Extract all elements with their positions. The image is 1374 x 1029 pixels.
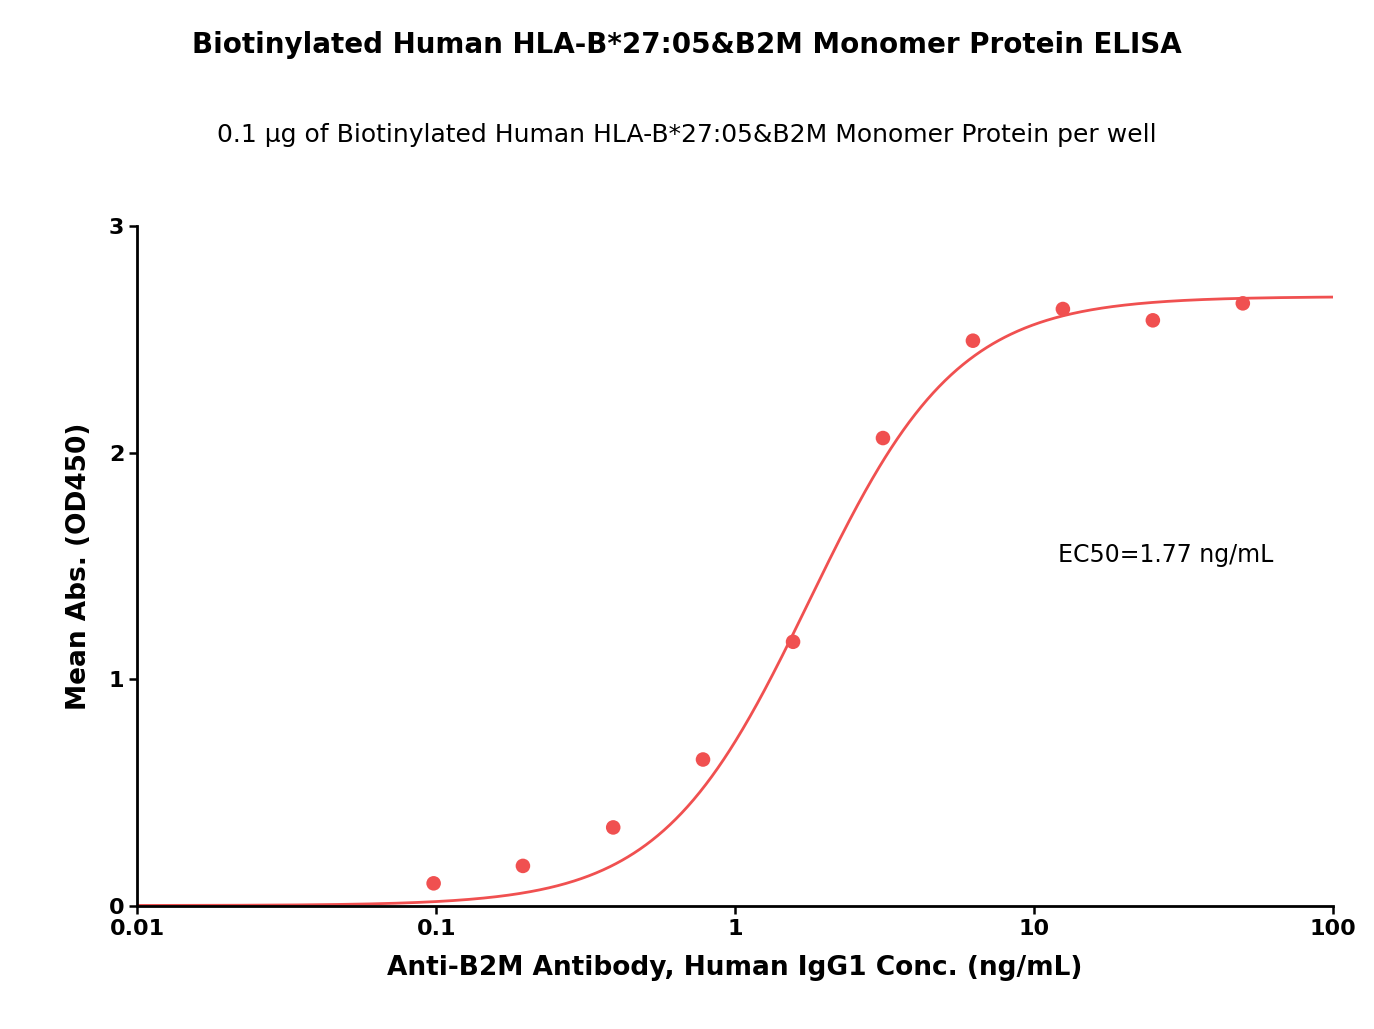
Y-axis label: Mean Abs. (OD450): Mean Abs. (OD450)	[66, 422, 92, 710]
Point	[602, 819, 624, 836]
Point	[1142, 312, 1164, 328]
Text: Biotinylated Human HLA-B*27:05&B2M Monomer Protein ELISA: Biotinylated Human HLA-B*27:05&B2M Monom…	[192, 31, 1182, 59]
Point	[1232, 295, 1254, 312]
Point	[962, 332, 984, 349]
Text: EC50=1.77 ng/mL: EC50=1.77 ng/mL	[1058, 542, 1272, 567]
Point	[872, 430, 894, 447]
Point	[423, 875, 445, 891]
Point	[782, 634, 804, 650]
Point	[692, 751, 714, 768]
Text: 0.1 μg of Biotinylated Human HLA-B*27:05&B2M Monomer Protein per well: 0.1 μg of Biotinylated Human HLA-B*27:05…	[217, 123, 1157, 147]
Point	[513, 858, 534, 875]
X-axis label: Anti-B2M Antibody, Human IgG1 Conc. (ng/mL): Anti-B2M Antibody, Human IgG1 Conc. (ng/…	[387, 955, 1083, 982]
Point	[1052, 300, 1074, 317]
